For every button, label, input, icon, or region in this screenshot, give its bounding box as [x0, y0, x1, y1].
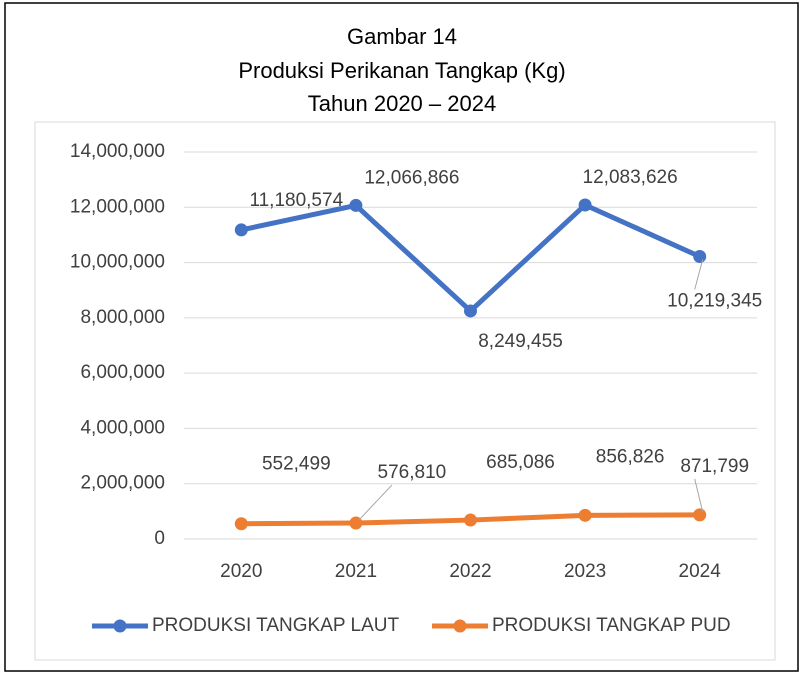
y-tick-label: 14,000,000 — [70, 141, 165, 162]
data-point — [349, 198, 363, 212]
y-tick-label: 4,000,000 — [80, 417, 165, 438]
data-point — [693, 250, 707, 264]
data-point — [578, 198, 592, 212]
data-point — [578, 508, 592, 522]
data-label: 12,083,626 — [583, 167, 678, 188]
y-tick-label: 12,000,000 — [70, 196, 165, 217]
data-point — [234, 223, 248, 237]
x-tick-label: 2024 — [679, 561, 722, 582]
x-tick-label: 2021 — [335, 561, 377, 582]
data-label: 11,180,574 — [249, 190, 343, 211]
y-tick-label: 0 — [154, 528, 165, 549]
y-tick-label: 2,000,000 — [80, 473, 165, 494]
chart-subtitle: Produksi Perikanan Tangkap (Kg) — [238, 58, 565, 83]
data-label: 8,249,455 — [478, 331, 563, 352]
y-tick-label: 6,000,000 — [80, 362, 165, 383]
data-label: 576,810 — [378, 462, 447, 483]
y-tick-label: 10,000,000 — [70, 252, 165, 273]
data-point — [693, 508, 707, 522]
data-label: 871,799 — [680, 456, 749, 477]
data-label: 12,066,866 — [364, 167, 459, 188]
x-tick-label: 2023 — [564, 561, 606, 582]
chart-subtitle: Tahun 2020 – 2024 — [308, 91, 496, 116]
y-tick-label: 8,000,000 — [80, 307, 165, 328]
leader-line — [694, 478, 704, 513]
leader-line — [358, 484, 393, 521]
data-label: 685,086 — [486, 452, 555, 473]
data-point — [464, 304, 477, 318]
data-label: 856,826 — [596, 446, 665, 467]
data-label: 10,219,345 — [667, 291, 762, 312]
plot-frame — [34, 121, 776, 661]
legend-marker — [113, 619, 127, 633]
x-tick-label: 2020 — [220, 561, 262, 582]
data-point — [464, 513, 477, 527]
data-point — [234, 517, 248, 531]
legend-marker — [453, 619, 467, 633]
outer-frame — [4, 2, 799, 672]
x-tick-label: 2022 — [449, 561, 491, 582]
legend-label: PRODUKSI TANGKAP PUD — [492, 615, 731, 636]
chart-title: Gambar 14 — [347, 24, 457, 49]
leader-line — [694, 259, 704, 290]
data-label: 552,499 — [262, 454, 331, 475]
legend-label: PRODUKSI TANGKAP LAUT — [152, 615, 399, 636]
